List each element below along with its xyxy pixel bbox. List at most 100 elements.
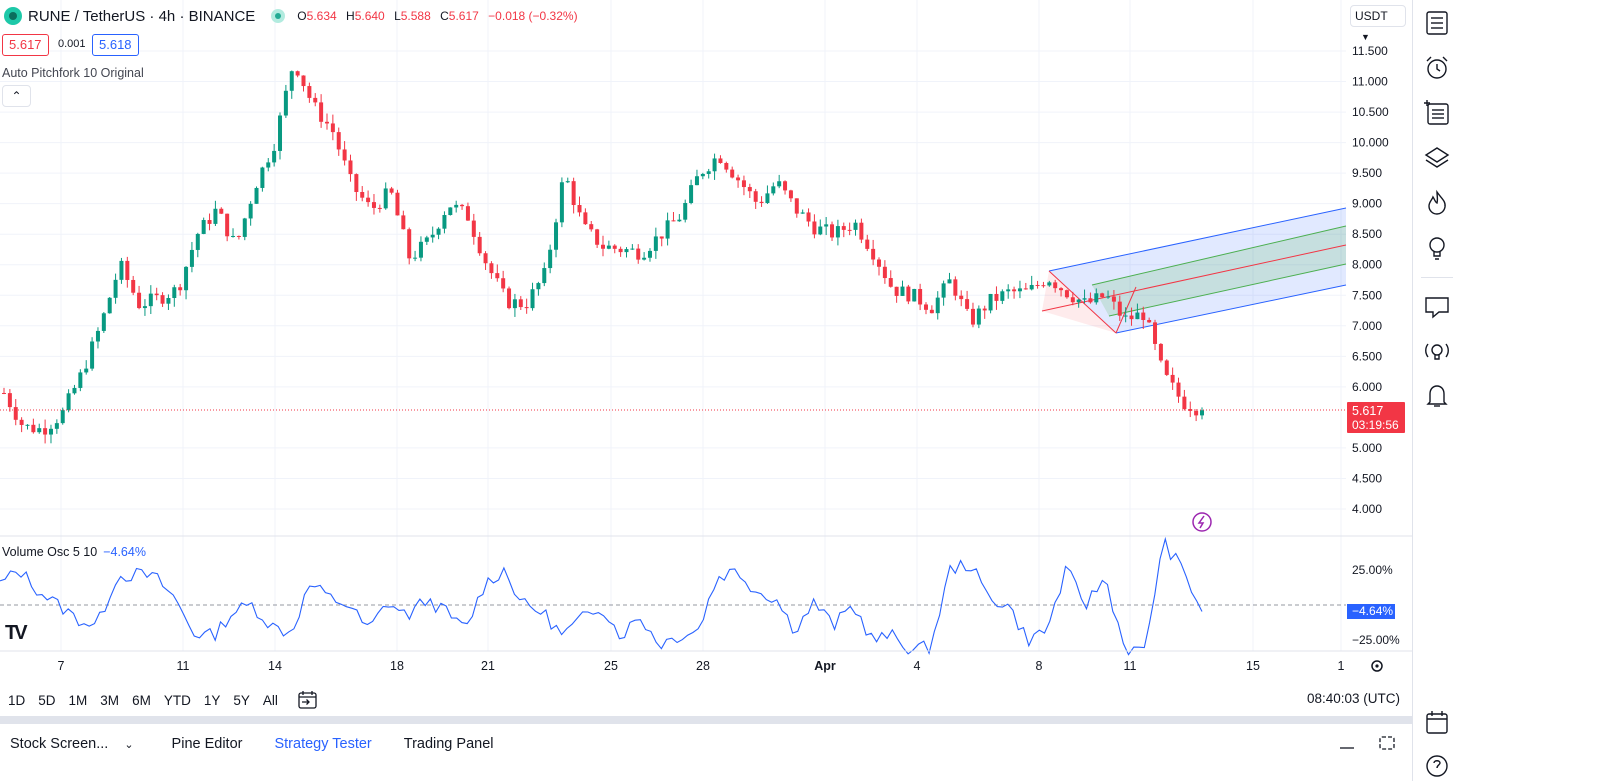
candle-body (595, 229, 600, 245)
candle-body (818, 226, 823, 235)
candle-body (1053, 282, 1058, 289)
tab-stock-screener[interactable]: Stock Screen... (10, 736, 109, 752)
chat-icon[interactable] (1423, 293, 1451, 321)
price-tick-label: 7.000 (1352, 319, 1382, 333)
candle-body (236, 235, 241, 237)
price-chart[interactable]: 11.500 11.000 10.500 10.000 9.500 9.000 8.500 8… (0, 0, 1440, 716)
candle-body (336, 132, 341, 150)
price-axis: 11.500 11.000 10.500 10.000 9.500 9.000 8.500 8… (1352, 44, 1389, 516)
price-tick-label: 8.000 (1352, 258, 1382, 272)
pitchfork-outer-band (1049, 208, 1346, 333)
right-toolbar (1412, 0, 1462, 781)
time-axis: 7 11 14 18 21 25 28 Apr 4 8 11 15 1 (58, 659, 1345, 673)
candle-body (1012, 289, 1017, 292)
candle-body (647, 250, 652, 258)
candle-body (536, 283, 541, 290)
candlesticks (2, 70, 1204, 444)
candle-body (794, 198, 799, 214)
date-range-icon[interactable] (297, 690, 319, 710)
volume-osc-line (0, 536, 1203, 656)
pitchfork-inner-band (1092, 226, 1346, 316)
chart-area[interactable]: 11.500 11.000 10.500 10.000 9.500 9.000 8.500 8… (0, 0, 1440, 716)
candle-body (606, 245, 611, 249)
maximize-panel-icon[interactable] (1378, 734, 1396, 752)
volume-osc-legend[interactable]: Volume Osc 5 10 −4.64% (2, 545, 146, 559)
osc-tick-label: 25.00% (1352, 563, 1393, 577)
alarm-clock-icon[interactable] (1423, 54, 1451, 82)
currency-select[interactable]: USDT ▼ (1350, 5, 1406, 42)
streams-broadcast-icon[interactable] (1423, 338, 1451, 366)
add-list-icon[interactable] (1423, 99, 1451, 127)
candle-body (231, 235, 236, 237)
symbol-title[interactable]: RUNE / TetherUS · 4h · BINANCE (28, 7, 256, 25)
current-price-value: 5.617 (1352, 404, 1383, 418)
tab-trading-panel[interactable]: Trading Panel (403, 736, 494, 752)
ohlc-values: O5.634 H5.640 L5.588 C5.617 −0.018 (−0.3… (297, 9, 578, 23)
time-tick-label: Apr (814, 659, 836, 673)
candle-body (477, 236, 482, 254)
candle-body (189, 249, 194, 267)
collapse-legend-button[interactable]: ⌃ (2, 85, 31, 107)
timeframe-5y[interactable]: 5Y (233, 692, 250, 708)
candle-body (301, 75, 306, 87)
candle-body (360, 192, 365, 198)
ideas-lightbulb-icon[interactable] (1423, 234, 1451, 262)
tab-pine-editor[interactable]: Pine Editor (171, 736, 243, 752)
utc-clock[interactable]: 08:40:03 (UTC) (1306, 691, 1400, 706)
osc-tick-label: −25.00% (1352, 633, 1400, 647)
timeframe-all[interactable]: All (262, 692, 278, 708)
tab-strategy-tester[interactable]: Strategy Tester (274, 736, 372, 752)
candle-body (777, 181, 782, 187)
layers-icon[interactable] (1423, 144, 1451, 172)
timeframe-1y[interactable]: 1Y (203, 692, 221, 708)
help-icon[interactable] (1423, 752, 1451, 780)
candle-body (330, 123, 335, 133)
candle-body (612, 245, 617, 249)
candle-body (1111, 296, 1116, 302)
timeframe-5d[interactable]: 5D (38, 692, 56, 708)
candle-body (923, 304, 928, 310)
candle-body (1076, 299, 1081, 303)
calendar-icon[interactable] (1423, 709, 1451, 737)
chart-settings-icon[interactable] (1371, 660, 1383, 672)
chevron-down-icon[interactable]: ⌄ (124, 738, 134, 751)
candle-body (865, 239, 870, 249)
buy-button[interactable]: 5.618 (92, 34, 139, 56)
candle-body (172, 287, 177, 298)
hot-lists-flame-icon[interactable] (1423, 189, 1451, 217)
timeframe-1d[interactable]: 1D (8, 692, 26, 708)
lightning-icon[interactable] (1192, 512, 1212, 532)
candle-body (43, 428, 48, 435)
indicator-legend[interactable]: Auto Pitchfork 10 Original (2, 66, 144, 80)
tradingview-logo-icon[interactable]: TV (5, 622, 27, 644)
candle-body (354, 174, 359, 193)
candle-body (495, 273, 500, 279)
candle-body (195, 233, 200, 250)
candle-body (142, 306, 147, 309)
candle-body (824, 224, 829, 227)
time-tick-label: 8 (1036, 659, 1043, 673)
candle-body (31, 424, 36, 433)
watchlist-icon[interactable] (1423, 9, 1451, 37)
notifications-bell-icon[interactable] (1423, 382, 1451, 410)
candle-body (918, 288, 923, 305)
candle-body (1188, 409, 1193, 411)
candle-body (835, 226, 840, 238)
time-tick-label: 25 (604, 659, 618, 673)
timeframe-ytd[interactable]: YTD (163, 692, 191, 708)
candle-body (888, 278, 893, 287)
candle-body (653, 236, 658, 251)
timeframe-6m[interactable]: 6M (132, 692, 151, 708)
timeframe-1m[interactable]: 1M (68, 692, 88, 708)
candle-body (771, 186, 776, 194)
candle-body (160, 295, 165, 304)
minimize-panel-icon[interactable] (1338, 734, 1356, 752)
market-status-icon[interactable] (271, 9, 286, 23)
candle-body (583, 212, 588, 225)
toolbar-divider (1421, 277, 1453, 278)
panel-separator[interactable] (0, 716, 1412, 724)
candle-body (383, 188, 388, 209)
candle-body (871, 248, 876, 260)
sell-button[interactable]: 5.617 (2, 34, 49, 56)
timeframe-3m[interactable]: 3M (100, 692, 120, 708)
